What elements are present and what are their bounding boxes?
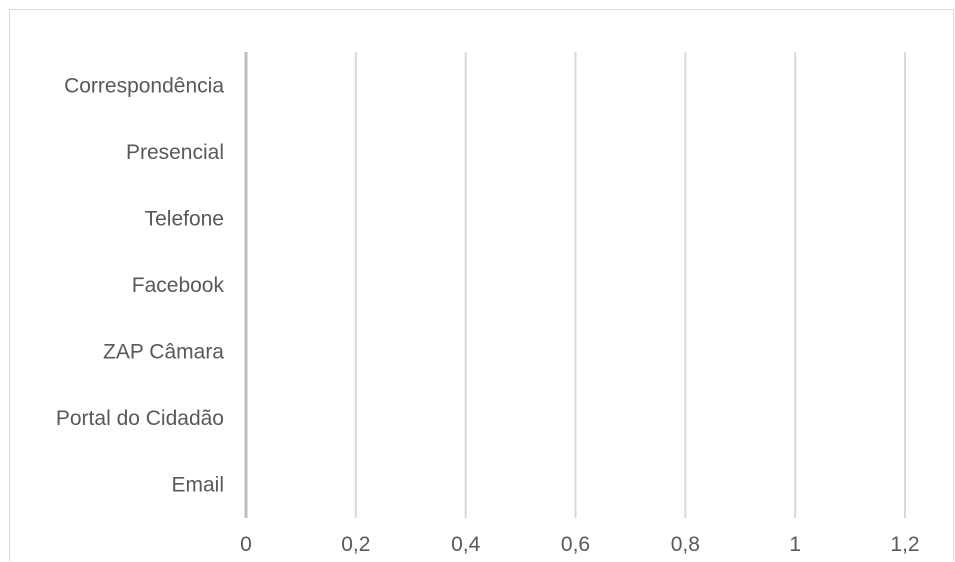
category-label: Portal do Cidadão [56,407,224,430]
tick-label: 0,8 [671,533,700,556]
chart-frame [9,9,954,561]
category-label: Facebook [132,274,225,297]
category-label: Correspondência [64,74,224,97]
gridlines [354,52,906,518]
value-tick-labels: 0 0,2 0,4 0,6 0,8 1 1,2 [240,533,919,556]
tick-label: 0,4 [451,533,481,556]
tick-label: 0,2 [341,533,370,556]
tick-label: 1,2 [890,533,919,556]
tick-label: 0 [240,533,252,556]
category-label: Telefone [145,207,224,230]
category-labels: Email Portal do Cidadão ZAP Câmara Facebook… [56,74,225,496]
category-label: Email [171,474,224,497]
tick-label: 0,6 [561,533,590,556]
category-label: ZAP Câmara [103,341,224,364]
tick-label: 1 [789,533,801,556]
category-label: Presencial [126,141,224,164]
